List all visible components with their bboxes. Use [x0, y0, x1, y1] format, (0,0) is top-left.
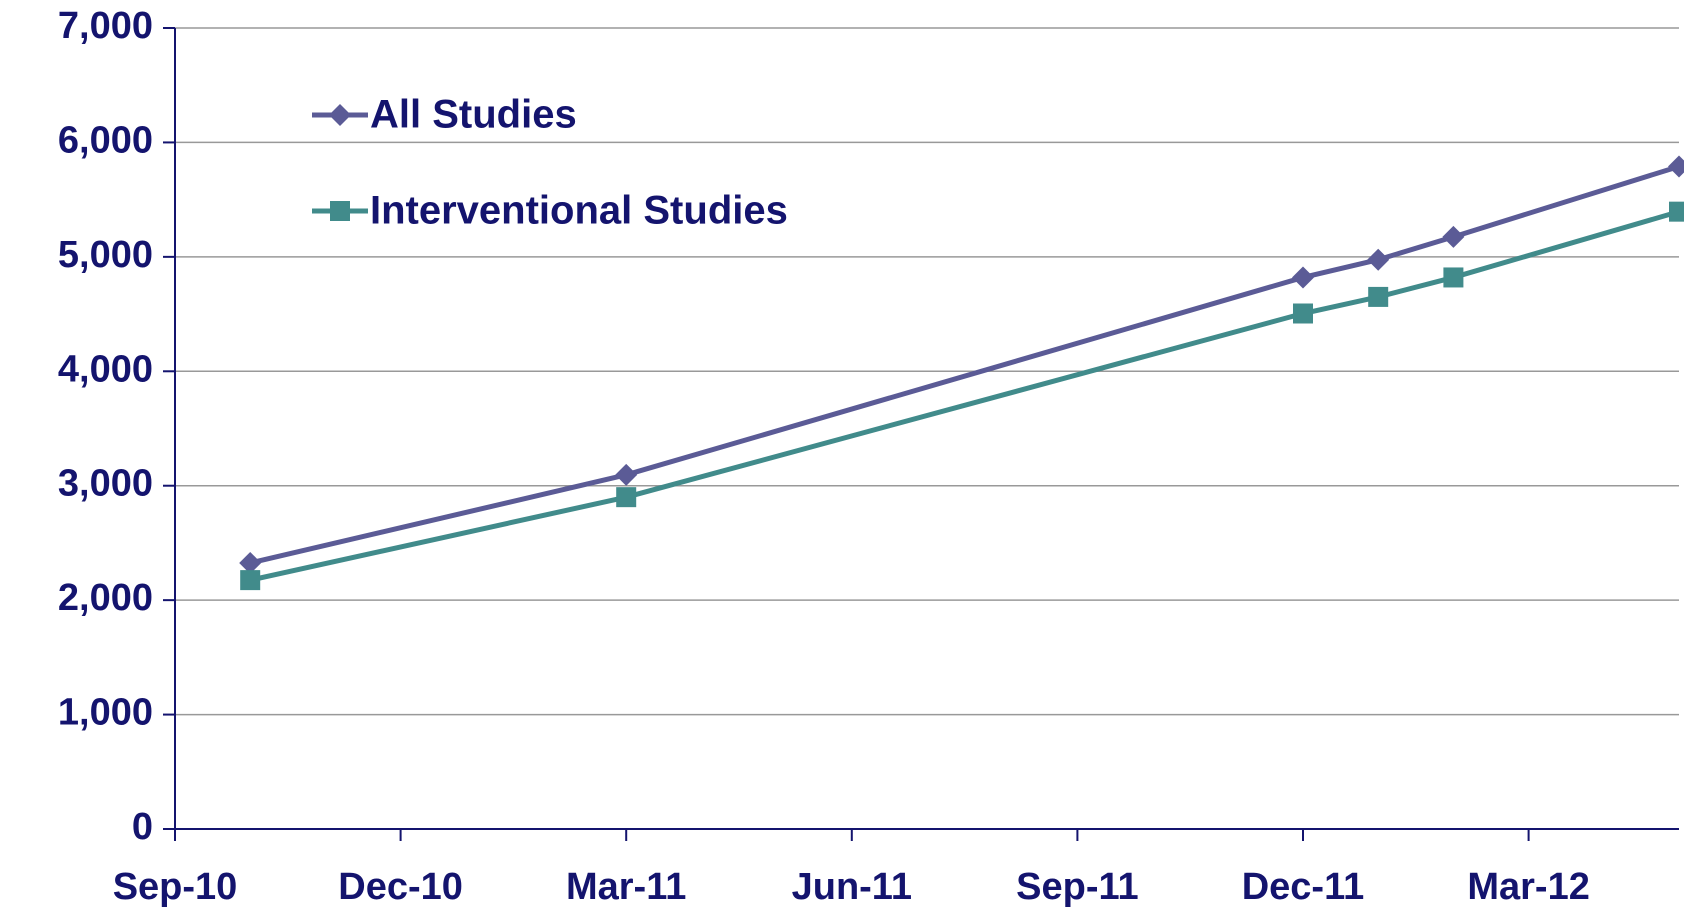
marker [1443, 267, 1464, 288]
marker [1367, 248, 1390, 271]
marker [616, 487, 637, 508]
y-tick-label: 2,000 [58, 577, 153, 619]
y-tick-label: 1,000 [58, 692, 153, 734]
marker [1293, 303, 1313, 324]
legend-marker [330, 201, 350, 221]
legend-marker [329, 104, 351, 126]
marker [1292, 266, 1314, 289]
marker [239, 551, 262, 574]
marker [1442, 225, 1465, 248]
marker [240, 570, 261, 591]
marker [1368, 286, 1389, 307]
legend-label: Interventional Studies [370, 189, 788, 233]
legend-label: All Studies [370, 93, 577, 137]
x-tick-label: Sep-10 [113, 866, 238, 908]
marker [1669, 201, 1684, 222]
y-tick-label: 4,000 [58, 348, 153, 390]
x-tick-label: Jun-11 [792, 866, 912, 908]
series-line [249, 209, 1680, 583]
y-tick-label: 5,000 [58, 234, 153, 276]
marker [1668, 155, 1684, 178]
x-tick-label: Dec-10 [338, 866, 463, 908]
y-tick-label: 0 [132, 806, 153, 848]
x-tick-label: Dec-11 [1242, 866, 1365, 908]
x-tick-label: Mar-11 [566, 866, 686, 908]
x-tick-label: Sep-11 [1016, 866, 1139, 908]
y-tick-label: 3,000 [58, 463, 153, 505]
y-tick-label: 6,000 [58, 119, 153, 161]
marker [615, 463, 638, 486]
y-tick-label: 7,000 [58, 5, 153, 47]
x-tick-label: Mar-12 [1467, 866, 1590, 908]
series-line [249, 164, 1680, 566]
